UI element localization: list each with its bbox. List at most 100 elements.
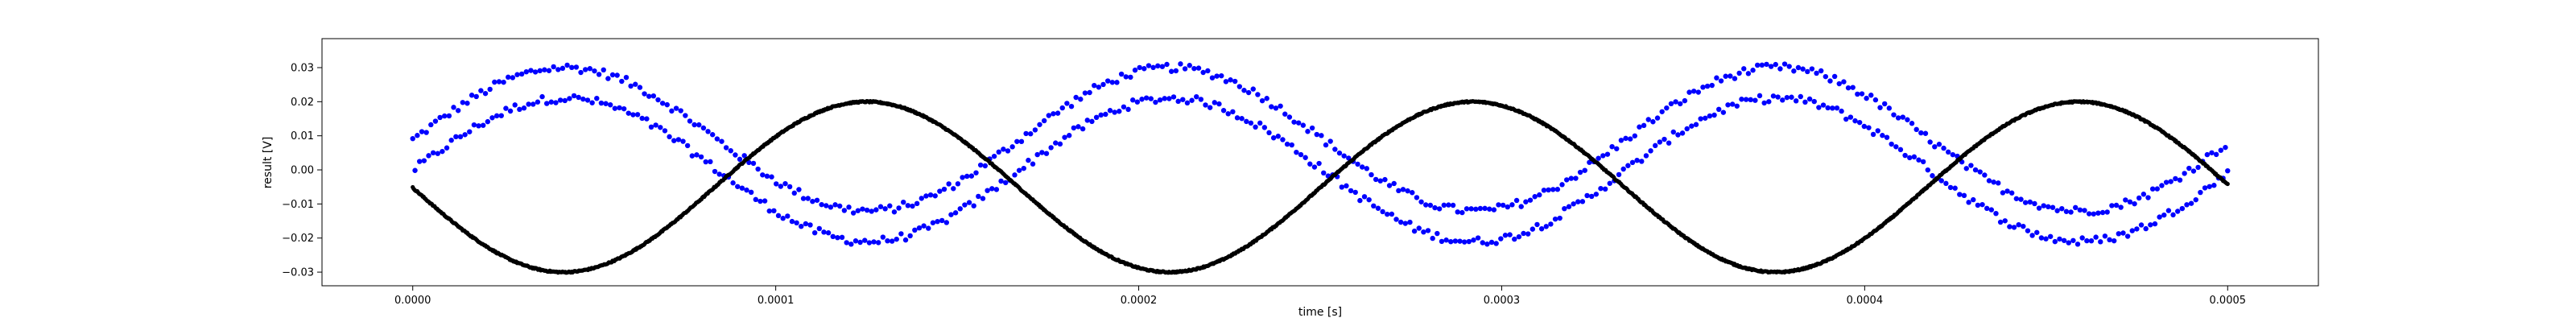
data-point [2120, 230, 2126, 236]
data-point [964, 173, 970, 180]
data-point [1427, 202, 1434, 208]
data-point [1366, 196, 1372, 203]
data-point [1078, 97, 1084, 102]
data-point [962, 202, 968, 208]
data-point [2195, 164, 2201, 171]
data-point [1166, 96, 1172, 101]
data-point [576, 94, 581, 101]
data-point [1321, 170, 1327, 176]
data-point [1532, 194, 1538, 200]
data-point [551, 64, 556, 70]
data-point [489, 115, 495, 121]
data-point [423, 130, 429, 135]
data-point [2009, 190, 2015, 196]
data-point [882, 206, 888, 212]
data-point [1416, 225, 1422, 231]
data-point [1468, 206, 1474, 212]
data-point [662, 128, 668, 134]
data-point [1657, 139, 1663, 145]
data-point [764, 173, 770, 180]
data-point [1925, 167, 1931, 173]
data-point [2086, 211, 2092, 217]
data-point [866, 240, 873, 246]
data-point [935, 218, 940, 225]
data-point [960, 175, 965, 180]
data-point [2107, 237, 2112, 243]
data-point [2154, 186, 2160, 192]
data-point [523, 68, 530, 75]
data-point [1195, 65, 1202, 71]
data-point [977, 162, 984, 168]
data-point [678, 108, 683, 114]
data-point [582, 67, 588, 72]
data-point [880, 234, 886, 240]
data-point [746, 159, 752, 166]
data-point [857, 239, 863, 246]
data-point [919, 196, 924, 201]
data-point [496, 79, 502, 85]
data-point [1607, 180, 1612, 186]
data-point [1207, 105, 1213, 110]
data-point [1109, 80, 1116, 85]
data-point [1645, 117, 1651, 122]
data-point [1155, 63, 1161, 69]
data-point [1573, 175, 1579, 181]
data-point [914, 200, 920, 207]
data-point [485, 118, 491, 125]
data-point [741, 153, 747, 159]
data-point [735, 184, 741, 189]
data-point [2074, 242, 2081, 247]
data-point [564, 62, 570, 68]
data-point [2207, 184, 2212, 189]
data-point [1030, 161, 1036, 167]
data-point [440, 148, 445, 155]
data-point [1941, 145, 1946, 151]
data-point [912, 227, 918, 233]
data-point [1391, 180, 1397, 187]
data-point [573, 64, 580, 70]
data-point [916, 225, 923, 231]
data-point [1754, 62, 1761, 68]
data-point [637, 85, 643, 90]
data-point [2218, 147, 2224, 153]
data-point [1098, 112, 1104, 118]
data-point [737, 156, 743, 163]
data-point [448, 138, 454, 143]
data-point [1311, 164, 1318, 170]
data-point [507, 108, 514, 114]
data-point [596, 72, 602, 77]
data-point [951, 186, 956, 192]
data-point [614, 72, 620, 78]
data-point [1336, 150, 1343, 156]
data-point [1509, 202, 1515, 208]
data-point [1552, 216, 1558, 222]
data-point [1541, 188, 1547, 193]
data-point [633, 81, 638, 87]
data-point [544, 101, 550, 106]
data-point [1118, 71, 1125, 77]
data-point [592, 68, 597, 74]
data-point [2165, 208, 2172, 213]
data-point [1668, 101, 1674, 107]
data-point [873, 207, 879, 213]
data-point [1682, 97, 1688, 104]
data-point [1566, 204, 1572, 209]
data-point [1385, 211, 1390, 217]
data-point [750, 160, 757, 167]
data-point [1371, 203, 1377, 209]
data-point [1659, 109, 1665, 114]
data-point [1693, 122, 1699, 127]
data-point [1300, 122, 1307, 128]
plot-frame [321, 38, 2319, 287]
data-point [1203, 102, 1208, 108]
data-point [1952, 185, 1958, 191]
data-point [1146, 63, 1152, 68]
data-point [1800, 66, 1806, 72]
data-point [1695, 89, 1702, 95]
data-point [1064, 101, 1070, 106]
data-point [1026, 157, 1031, 163]
data-point [1770, 93, 1777, 99]
data-point [1016, 167, 1022, 173]
data-point [2179, 205, 2186, 212]
data-point [769, 174, 774, 180]
